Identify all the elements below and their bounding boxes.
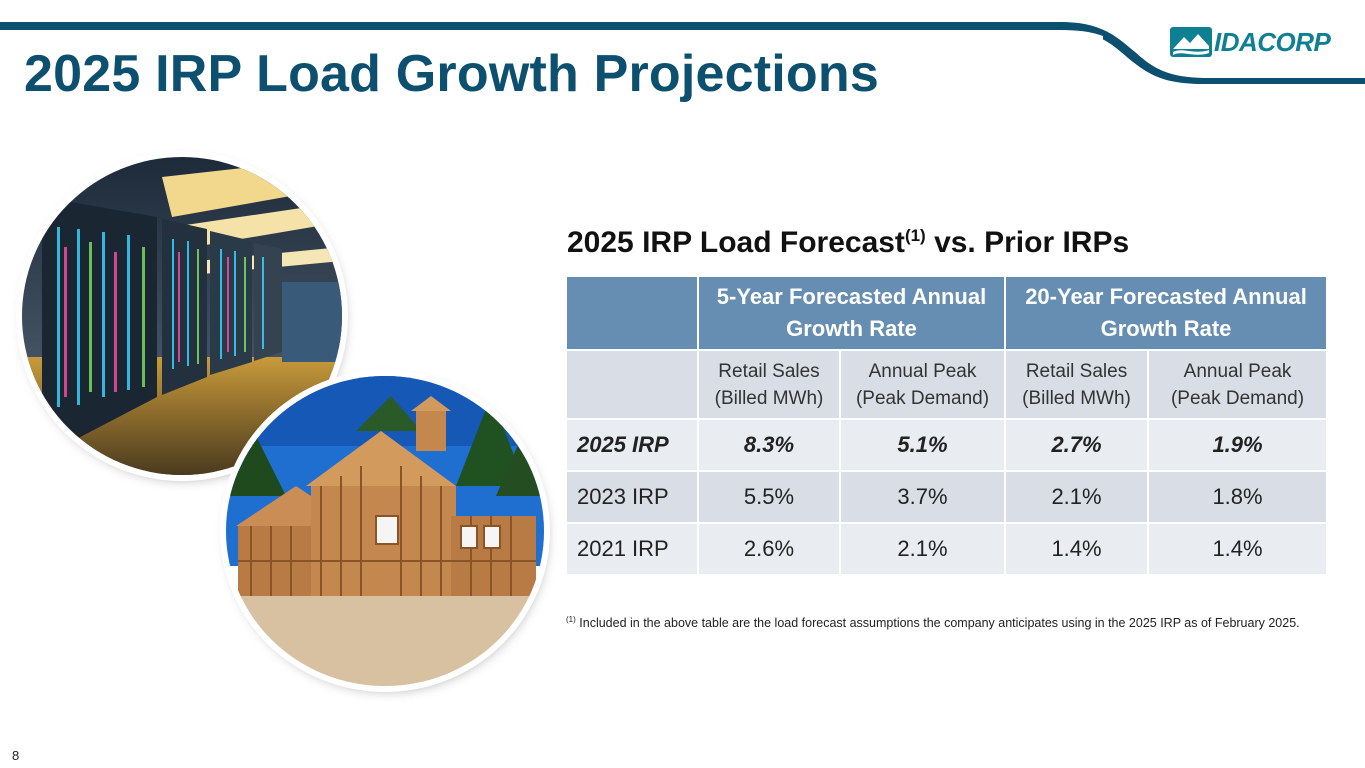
table-cell: 1.4% — [1149, 524, 1327, 574]
table-cell: 1.4% — [1006, 524, 1148, 574]
table-cell: 3.7% — [841, 472, 1005, 522]
table-cell: 1.8% — [1149, 472, 1327, 522]
logo-text: IDACORP — [1214, 27, 1331, 57]
row-label: 2021 IRP — [567, 524, 697, 574]
table-cell: 5.1% — [841, 420, 1005, 470]
row-label: 2025 IRP — [567, 420, 697, 470]
section-title-suffix: vs. Prior IRPs — [934, 226, 1130, 259]
row-label: 2023 IRP — [567, 472, 697, 522]
group-header-20-year: 20-Year Forecasted Annual Growth Rate — [1006, 277, 1327, 349]
footnote: (1) Included in the above table are the … — [566, 615, 1300, 630]
mountain-logo-icon — [1170, 27, 1212, 57]
footnote-marker: (1) — [566, 615, 576, 624]
table-row: 2025 IRP 8.3% 5.1% 2.7% 1.9% — [567, 420, 1327, 470]
sub-header-cell: Retail Sales (Billed MWh) — [699, 351, 839, 418]
table-cell: 5.5% — [699, 472, 839, 522]
table-row: 2021 IRP 2.6% 2.1% 1.4% 1.4% — [567, 524, 1327, 574]
page-title: 2025 IRP Load Growth Projections — [24, 45, 879, 103]
load-forecast-table: 5-Year Forecasted Annual Growth Rate 20-… — [565, 275, 1328, 576]
section-title-text: 2025 IRP Load Forecast — [567, 226, 905, 259]
table-cell: 2.1% — [841, 524, 1005, 574]
group-header-5-year: 5-Year Forecasted Annual Growth Rate — [699, 277, 1005, 349]
table-sub-header-row: Retail Sales (Billed MWh) Annual Peak (Pea… — [567, 351, 1327, 418]
table-row: 2023 IRP 5.5% 3.7% 2.1% 1.8% — [567, 472, 1327, 522]
table-cell: 2.1% — [1006, 472, 1148, 522]
sub-header-line1: Retail Sales — [718, 360, 820, 382]
table-group-header-row: 5-Year Forecasted Annual Growth Rate 20-… — [567, 277, 1327, 349]
sub-header-line1: Annual Peak — [1183, 360, 1292, 382]
table-cell: 2.6% — [699, 524, 839, 574]
sub-header-cell: Retail Sales (Billed MWh) — [1006, 351, 1148, 418]
section-title: 2025 IRP Load Forecast(1) vs. Prior IRPs — [567, 226, 1129, 260]
table-corner-cell — [567, 277, 697, 349]
header-swoosh — [0, 22, 1365, 84]
page-number: 8 — [12, 748, 20, 763]
sub-header-line2: (Billed MWh) — [714, 387, 824, 409]
sub-header-cell: Annual Peak (Peak Demand) — [841, 351, 1005, 418]
section-title-footnote-marker: (1) — [904, 226, 926, 245]
sub-header-line2: (Peak Demand) — [1170, 387, 1305, 409]
sub-header-line2: (Billed MWh) — [1022, 387, 1131, 409]
sub-header-line1: Annual Peak — [868, 360, 977, 382]
table-sub-corner-cell — [567, 351, 697, 418]
table-cell: 2.7% — [1006, 420, 1148, 470]
sub-header-line2: (Peak Demand) — [855, 387, 990, 409]
sub-header-line1: Retail Sales — [1025, 360, 1128, 382]
house-construction-photo — [226, 376, 544, 686]
sub-header-cell: Annual Peak (Peak Demand) — [1149, 351, 1327, 418]
table-cell: 8.3% — [699, 420, 839, 470]
idacorp-logo: IDACORP — [1170, 26, 1331, 58]
footnote-text: Included in the above table are the load… — [579, 616, 1300, 631]
table-cell: 1.9% — [1149, 420, 1327, 470]
